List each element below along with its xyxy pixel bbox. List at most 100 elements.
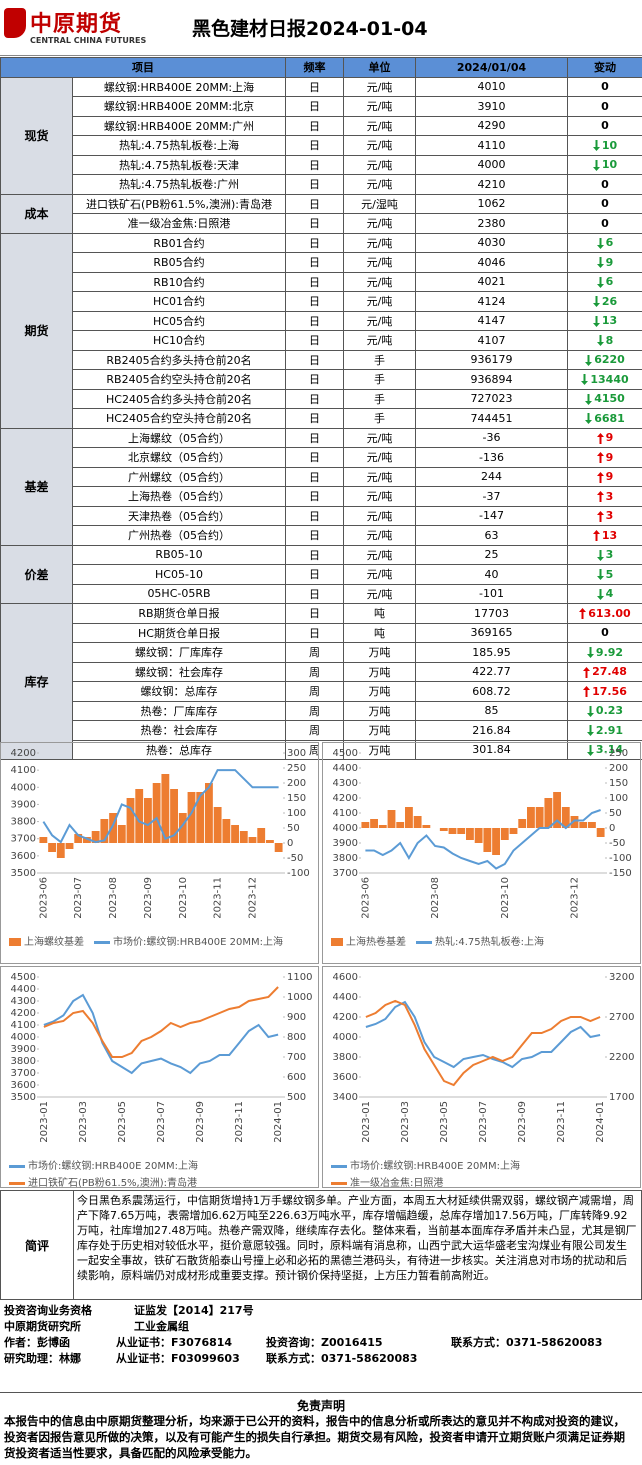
change-value: 2.91 <box>595 723 624 737</box>
change-cell: 10 <box>567 135 642 156</box>
unit-cell: 元/吨 <box>343 330 416 351</box>
bar <box>222 819 231 843</box>
change-value: 26 <box>601 294 618 308</box>
change-cell: 3 <box>567 486 642 507</box>
change-cell: 0 <box>567 76 642 97</box>
item-cell: 螺纹钢:HRB400E 20MM:北京 <box>72 96 286 117</box>
change-cell: 17.56 <box>567 681 642 702</box>
y2-tick-label: -100 <box>287 868 310 879</box>
arrow-shape <box>596 510 604 522</box>
arrow-shape <box>592 530 600 542</box>
value-cell: 244 <box>415 466 568 487</box>
y-tick-label: 4000 <box>333 1032 358 1043</box>
bar <box>135 789 144 843</box>
item-cell: 准一级冶金焦:日照港 <box>72 213 286 234</box>
change-cell: 3 <box>567 544 642 565</box>
legend-label: 进口铁矿石(PB粉61.5%,澳洲):青岛港 <box>28 1178 198 1189</box>
bar <box>553 792 561 828</box>
value-cell: 4030 <box>415 232 568 253</box>
frequency-cell: 周 <box>285 681 344 702</box>
unit-cell: 元/吨 <box>343 154 416 175</box>
change-cell: 10 <box>567 154 642 175</box>
frequency-cell: 日 <box>285 408 344 429</box>
column-header: 单位 <box>343 57 416 78</box>
bar <box>492 828 500 855</box>
arrow-up <box>583 666 591 678</box>
y-tick-label: 3600 <box>11 1080 36 1091</box>
y-tick-label: 4200 <box>11 1008 36 1019</box>
arrow-down <box>586 725 594 737</box>
bar <box>187 792 196 843</box>
arrow-down <box>596 335 604 347</box>
arrow-shape <box>596 335 604 347</box>
change-cell: 9 <box>567 427 642 448</box>
x-tick-label: 2023-05 <box>117 1101 128 1143</box>
bar <box>196 792 205 843</box>
bar <box>266 840 274 843</box>
x-tick-label: 2023-08 <box>430 877 441 919</box>
change-value: 3 <box>605 509 614 523</box>
item-cell: 热卷：厂库库存 <box>72 700 286 721</box>
change-value: 6220 <box>594 353 625 367</box>
footer-field: 联系方式：0371-58620083 <box>266 1352 418 1365</box>
column-header: 项目 <box>0 57 286 78</box>
frequency-cell: 日 <box>285 525 344 546</box>
frequency-cell: 日 <box>285 213 344 234</box>
x-tick-label: 2023-06 <box>38 877 49 919</box>
change-value: 9 <box>605 431 614 445</box>
y-tick-label: 4200 <box>333 793 358 804</box>
unit-cell: 元/吨 <box>343 232 416 253</box>
change-value: 6 <box>605 236 614 250</box>
y2-tick-label: 3200 <box>609 972 634 983</box>
arrow-shape <box>596 549 604 561</box>
value-cell: 1062 <box>415 193 568 214</box>
legend: 上海热卷基差 热轧:4.75热轧板卷:上海 <box>331 933 636 948</box>
y2-tick-label: 250 <box>609 748 628 759</box>
frequency-cell: 日 <box>285 447 344 468</box>
frequency-cell: 日 <box>285 544 344 565</box>
value-cell: 936894 <box>415 369 568 390</box>
footer-field: 工业金属组 <box>134 1320 189 1333</box>
value-cell: -101 <box>415 583 568 604</box>
bar <box>117 825 126 843</box>
change-value: 27.48 <box>592 665 627 679</box>
unit-cell: 元/吨 <box>343 525 416 546</box>
x-tick-label: 2023-07 <box>156 1101 167 1143</box>
chart-svg: 3500 3600 3700 3800 3900 4000 4100 4200 -100 -50 0… <box>11 748 310 919</box>
y2-tick-label: 800 <box>287 1032 306 1043</box>
value-cell: 301.84 <box>415 739 568 760</box>
legend-label: 上海热卷基差 <box>346 937 406 948</box>
arrow-up <box>579 608 587 620</box>
x-tick-label: 2023-05 <box>439 1101 450 1143</box>
unit-cell: 元/吨 <box>343 447 416 468</box>
frequency-cell: 日 <box>285 427 344 448</box>
x-tick-label: 2023-01 <box>361 1101 372 1143</box>
category-cell: 现货 <box>0 76 73 195</box>
frequency-cell: 周 <box>285 642 344 663</box>
x-tick-label: 2024-01 <box>595 1101 606 1143</box>
arrow-down <box>596 588 604 600</box>
item-cell: RB期货仓单日报 <box>72 603 286 624</box>
item-cell: 上海螺纹（05合约） <box>72 427 286 448</box>
frequency-cell: 周 <box>285 720 344 741</box>
arrow-down <box>596 237 604 249</box>
bar <box>413 816 422 828</box>
change-cell: 5 <box>567 564 642 585</box>
item-cell: HC2405合约空头持仓前20名 <box>72 408 286 429</box>
item-cell: 热轧:4.75热轧板卷:广州 <box>72 174 286 195</box>
item-cell: HC10合约 <box>72 330 286 351</box>
legend-item: 市场价:螺纹钢:HRB400E 20MM:上海 <box>94 933 283 948</box>
table-row: 上海热卷（05合约）日元/吨 -37 3 <box>1 486 642 507</box>
footer-field: 从业证书：F3076814 <box>116 1336 233 1349</box>
data-table: 项目 频率 单位 2024/01/04 变动 现货 螺纹钢:HRB400E 20MM:上海日… <box>0 57 642 760</box>
arrow-up <box>596 432 604 444</box>
legend-swatch <box>416 940 432 944</box>
arrow-up <box>596 452 604 464</box>
table-row: 价差 RB05-10 日元/吨 25 3 <box>0 544 642 604</box>
unit-cell: 手 <box>343 369 416 390</box>
unit-cell: 元/吨 <box>343 96 416 117</box>
arrow-shape <box>592 159 600 171</box>
change-value: 9 <box>605 470 614 484</box>
y2-tick-label: -150 <box>609 868 632 879</box>
